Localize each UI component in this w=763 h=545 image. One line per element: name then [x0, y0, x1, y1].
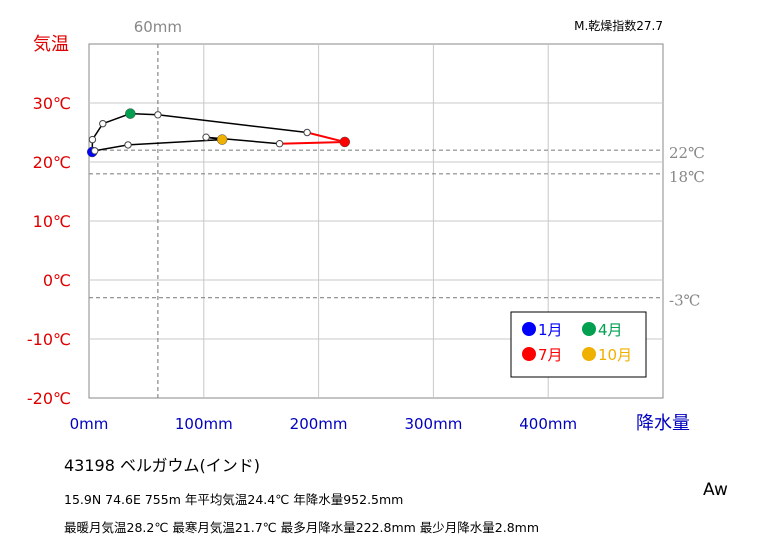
month-point-7 [339, 136, 351, 148]
climate-class: Aw [703, 480, 728, 500]
legend-label-1: 1月 [538, 321, 563, 339]
legend-marker-10 [582, 347, 596, 361]
legend-marker-4 [582, 322, 596, 336]
legend-label-4: 4月 [598, 321, 623, 339]
y-axis-label: 気温 [33, 34, 69, 55]
station-name: 43198 ベルガウム(インド) [64, 456, 260, 475]
reference-label-temp-2: -3℃ [669, 292, 700, 310]
station-stats-1: 15.9N 74.6E 755m 年平均気温24.4℃ 年降水量952.5mm [64, 492, 404, 507]
y-tick-label-2: 10℃ [33, 212, 71, 231]
legend-label-10: 10月 [598, 346, 632, 364]
x-tick-label-1: 100mm [175, 415, 233, 433]
reference-label-temp-0: 22℃ [669, 144, 705, 162]
x-tick-label-2: 200mm [290, 415, 348, 433]
y-tick-label-5: -20℃ [27, 389, 71, 408]
axis-ticks: 0mm 100mm 200mm 300mm 400mm 30℃ 20℃ 10℃ 0℃ -10℃ -2… [27, 94, 577, 433]
y-tick-label-0: 30℃ [33, 94, 71, 113]
legend-box [510, 311, 647, 378]
month-point-8 [275, 140, 284, 148]
y-tick-label-1: 20℃ [33, 153, 71, 172]
x-tick-label-3: 300mm [404, 415, 462, 433]
x-tick-label-4: 400mm [519, 415, 577, 433]
reference-lines: 60mm 22℃ 18℃ -3℃ [89, 18, 705, 398]
legend-label-7: 7月 [538, 346, 563, 364]
legend: 1月 4月 7月 10月 [510, 311, 647, 378]
x-tick-label-0: 0mm [70, 415, 109, 433]
month-point-4 [125, 108, 136, 119]
reference-label-precip-0: 60mm [134, 18, 182, 36]
month-points [86, 108, 351, 158]
dryness-index: M.乾燥指数27.7 [574, 18, 663, 33]
month-point-3 [99, 119, 107, 128]
series-segment-11-12 [93, 144, 129, 152]
y-tick-label-4: -10℃ [27, 330, 71, 349]
y-tick-label-3: 0℃ [43, 271, 71, 290]
x-axis-label: 降水量 [636, 413, 690, 434]
series-segment-7-8 [278, 140, 346, 145]
month-point-6 [303, 128, 311, 137]
legend-marker-1 [522, 322, 536, 336]
month-point-10 [216, 134, 228, 145]
month-point-11 [124, 141, 132, 149]
series-segment-6-7 [306, 131, 346, 143]
month-point-12 [91, 147, 99, 155]
series-segment-5-6 [157, 114, 308, 134]
month-point-9 [202, 133, 210, 141]
reference-label-temp-1: 18℃ [669, 168, 705, 186]
legend-marker-7 [522, 347, 536, 361]
month-point-2 [88, 135, 97, 144]
month-point-5 [154, 111, 162, 119]
station-stats-2: 最暖月気温28.2℃ 最寒月気温21.7℃ 最多月降水量222.8mm 最少月降… [64, 520, 540, 535]
